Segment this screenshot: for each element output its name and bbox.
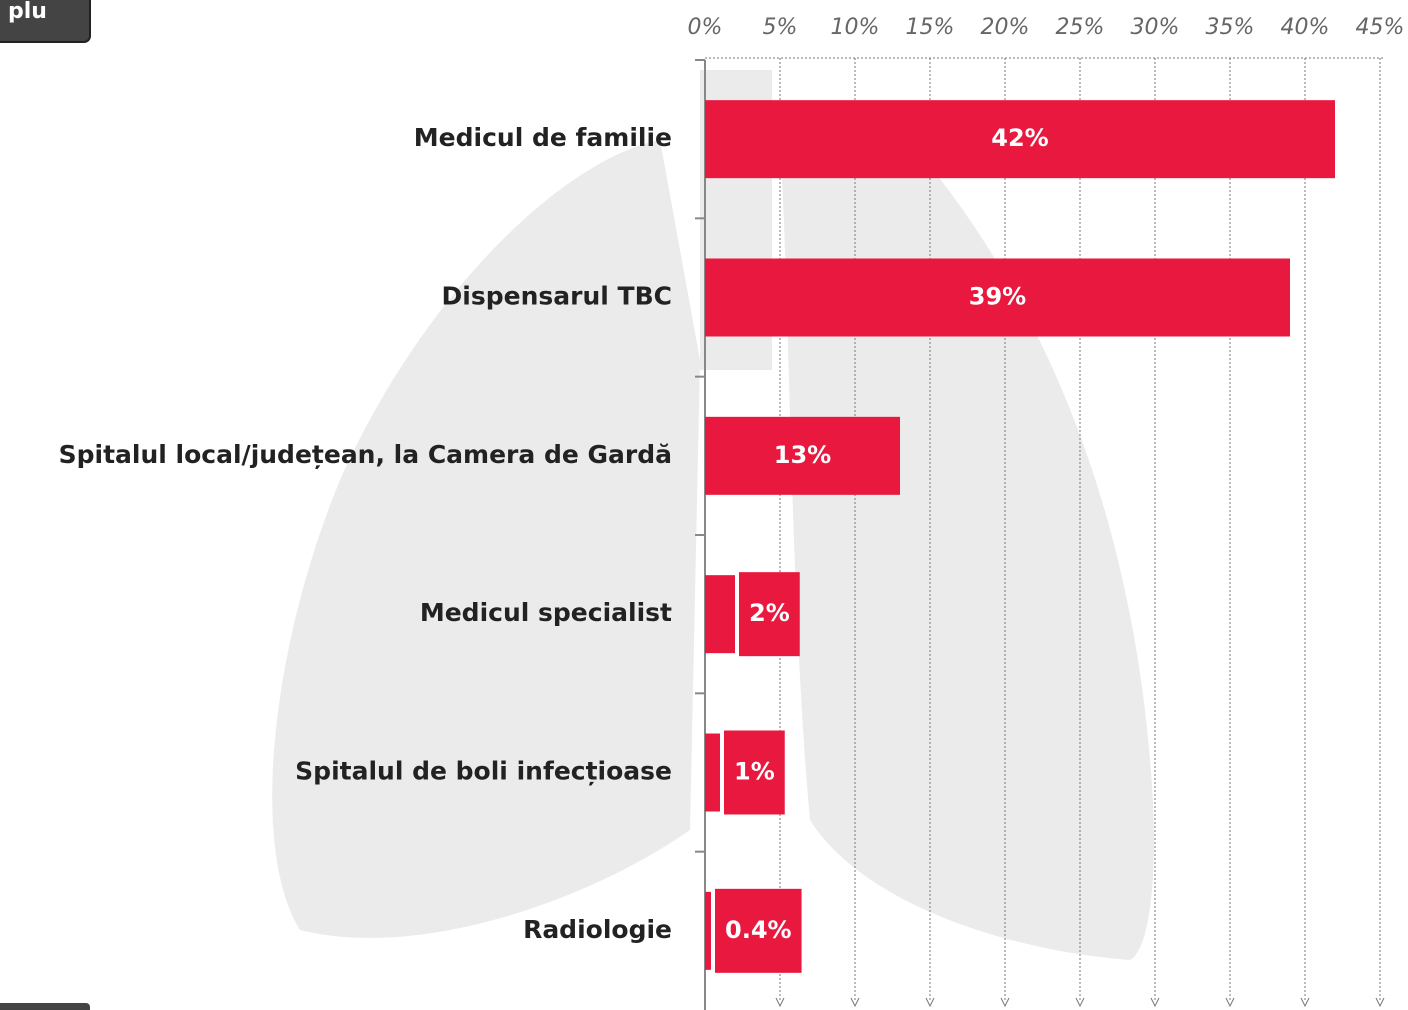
value-label-bg [715,888,802,973]
bar [705,733,720,812]
button[interactable] [0,1003,90,1010]
category-label: Dispensarul TBC [442,282,672,311]
category-label: Spitalul de boli infecțioase [295,757,672,786]
value-label-bg [739,572,800,657]
grid-arrow [850,997,860,1008]
x-tick-label: 30% [1131,15,1180,40]
bar [705,416,900,495]
grid-arrow [925,997,935,1008]
x-tick-label: 5% [763,15,798,40]
lungs-background [272,70,1154,960]
category-label: Radiologie [523,915,672,944]
value-label: 39% [969,283,1026,311]
grid-arrow [1375,997,1385,1008]
bar [705,100,1335,179]
x-tick-label: 10% [831,15,880,40]
grid-arrow [1000,997,1010,1008]
bar [705,891,711,970]
button[interactable] [0,0,91,43]
grid-arrow [1075,997,1085,1008]
grid-arrow [1225,997,1235,1008]
value-label: 13% [774,441,831,469]
bar [705,258,1290,337]
x-tick-label: 20% [981,15,1030,40]
x-tick-label: 45% [1356,15,1405,40]
category-label: Medicul de familie [414,123,672,152]
x-tick-label: 25% [1056,15,1105,40]
x-tick-label: 40% [1281,15,1330,40]
bar [705,575,735,654]
grid-arrow [1150,997,1160,1008]
value-label-bg [724,730,785,815]
value-label: 42% [991,124,1048,152]
value-label: 1% [734,758,775,786]
value-label: 2% [749,599,790,627]
category-label: Spitalul local/județean, la Camera de Ga… [59,440,672,469]
grid-arrow [775,997,785,1008]
value-label: 0.4% [725,916,792,944]
button-label[interactable]: plu [8,0,47,24]
x-tick-label: 35% [1206,15,1255,40]
x-tick-label: 0% [688,15,723,40]
x-tick-label: 15% [906,15,955,40]
category-label: Medicul specialist [420,598,672,627]
grid-arrow [1300,997,1310,1008]
